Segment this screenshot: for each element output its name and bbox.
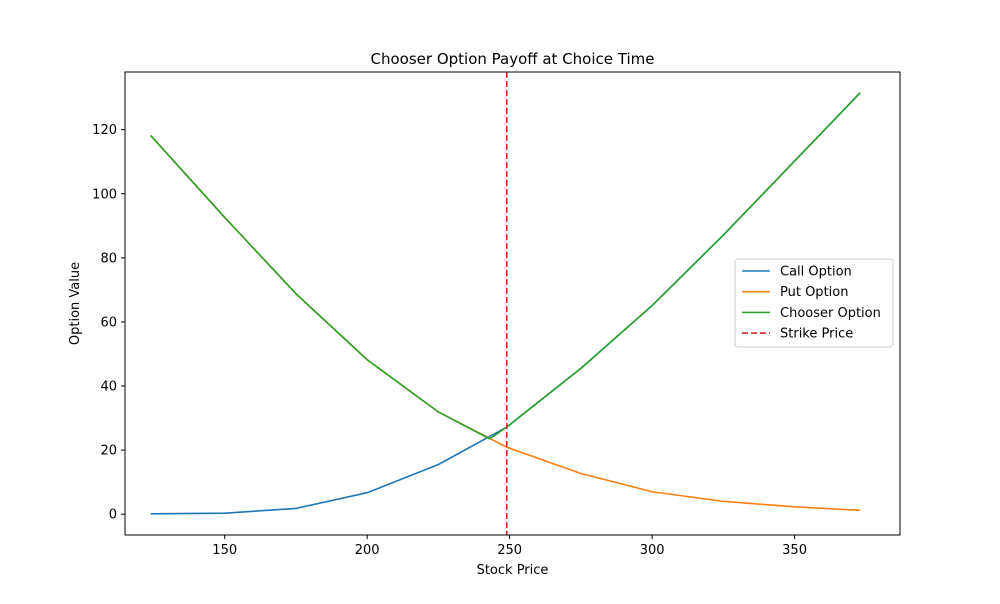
series-line-chooser-option <box>150 92 861 440</box>
y-tick-label: 40 <box>100 380 117 395</box>
y-tick-label: 100 <box>92 187 117 202</box>
x-tick-label: 350 <box>782 543 807 558</box>
x-tick-label: 200 <box>355 543 380 558</box>
series-lines <box>150 72 861 535</box>
y-tick-label: 20 <box>100 444 117 459</box>
legend: Call Option Put Option Chooser Option Strik… <box>734 258 894 348</box>
legend-label-chooser-option: Chooser Option <box>780 306 881 321</box>
plot-frame <box>124 71 901 536</box>
chart-title: Chooser Option Payoff at Choice Time <box>371 50 655 68</box>
legend-box <box>734 258 894 348</box>
x-tick-label: 300 <box>640 543 665 558</box>
legend-label-put-option: Put Option <box>780 285 848 300</box>
y-tick-label: 0 <box>109 508 117 523</box>
legend-label-call-option: Call Option <box>780 265 852 280</box>
x-axis: 150 200 250 300 350 <box>212 535 807 558</box>
legend-label-strike-price: Strike Price <box>780 327 853 342</box>
x-axis-label: Stock Price <box>477 563 549 578</box>
y-tick-label: 80 <box>100 251 117 266</box>
y-axis: 0 20 40 60 80 100 120 <box>92 123 125 523</box>
x-tick-label: 250 <box>497 543 522 558</box>
y-axis-label: Option Value <box>68 262 83 345</box>
y-tick-label: 60 <box>100 315 117 330</box>
x-tick-label: 150 <box>212 543 237 558</box>
y-tick-label: 120 <box>92 123 117 138</box>
plot-area <box>124 71 901 536</box>
